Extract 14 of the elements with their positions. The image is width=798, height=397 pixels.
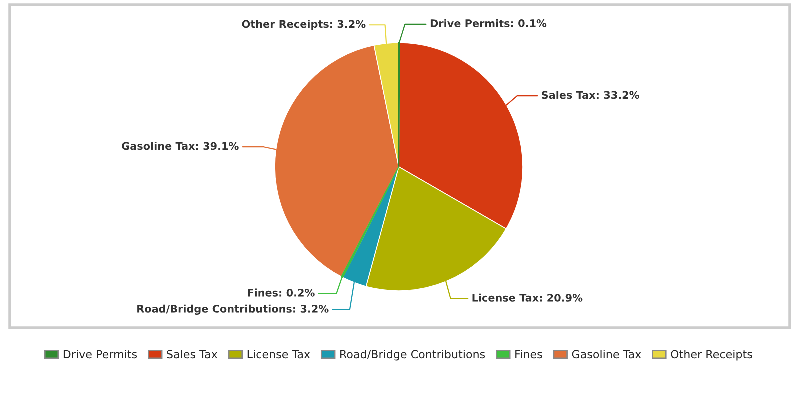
data-label: Road/Bridge Contributions: 3.2% bbox=[138, 304, 329, 316]
legend-label: Sales Tax bbox=[167, 350, 218, 359]
legend-label: Fines bbox=[516, 350, 542, 359]
legend-label: Drive Permits bbox=[64, 350, 138, 359]
data-label: Sales Tax: 33.2% bbox=[542, 91, 640, 100]
legend-label: Gasoline Tax bbox=[572, 350, 642, 359]
data-label: License Tax: 20.9% bbox=[472, 294, 583, 302]
legend-label: License Tax bbox=[248, 350, 310, 359]
legend-label: Other Receipts bbox=[671, 350, 752, 361]
data-label: Gasoline Tax: 39.1% bbox=[122, 142, 239, 150]
data-label: Drive Permits: 0.1% bbox=[430, 19, 547, 28]
data-label: Other Receipts: 3.2% bbox=[242, 20, 366, 30]
data-label: Fines: 0.2% bbox=[248, 288, 315, 297]
legend-label: Road/Bridge Contributions bbox=[340, 350, 486, 361]
